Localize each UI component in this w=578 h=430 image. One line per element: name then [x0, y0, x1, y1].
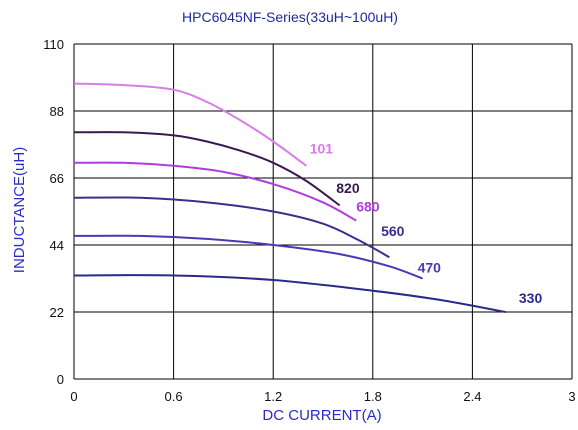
y-tick-label: 110	[43, 37, 64, 52]
x-tick-label: 2.4	[463, 389, 481, 404]
x-tick-label: 1.2	[264, 389, 282, 404]
series-line-560	[73, 196, 390, 259]
y-axis-label: INDUCTANCE(uH)	[11, 147, 28, 273]
y-tick-label: 22	[50, 305, 64, 320]
series-label-820: 820	[336, 180, 360, 196]
x-tick-label: 1.8	[364, 389, 382, 404]
series-label-101: 101	[310, 141, 334, 157]
x-tick-label: 3	[568, 389, 575, 404]
grid	[73, 43, 573, 380]
x-tick-label: 0.6	[165, 389, 183, 404]
series-line-470	[73, 234, 423, 280]
series-label-470: 470	[418, 259, 442, 275]
series-line-330	[73, 274, 506, 313]
series-line-820	[73, 131, 341, 207]
chart-title: HPC6045NF-Series(33uH~100uH)	[182, 9, 398, 25]
series-lines	[73, 82, 506, 313]
series-line-101	[73, 82, 307, 167]
y-tick-label: 0	[57, 372, 64, 387]
series-label-680: 680	[356, 199, 380, 215]
series-line-680	[73, 161, 357, 222]
y-tick-label: 66	[50, 171, 64, 186]
x-tick-label: 0	[70, 389, 77, 404]
series-label-560: 560	[381, 223, 405, 239]
tick-labels: 0 0.6 1.2 1.8 2.4 3 0 22 44 66 88 110	[43, 37, 575, 404]
y-tick-label: 88	[50, 104, 64, 119]
series-label-330: 330	[519, 290, 543, 306]
y-tick-label: 44	[50, 238, 64, 253]
x-axis-label: DC CURRENT(A)	[262, 407, 381, 424]
